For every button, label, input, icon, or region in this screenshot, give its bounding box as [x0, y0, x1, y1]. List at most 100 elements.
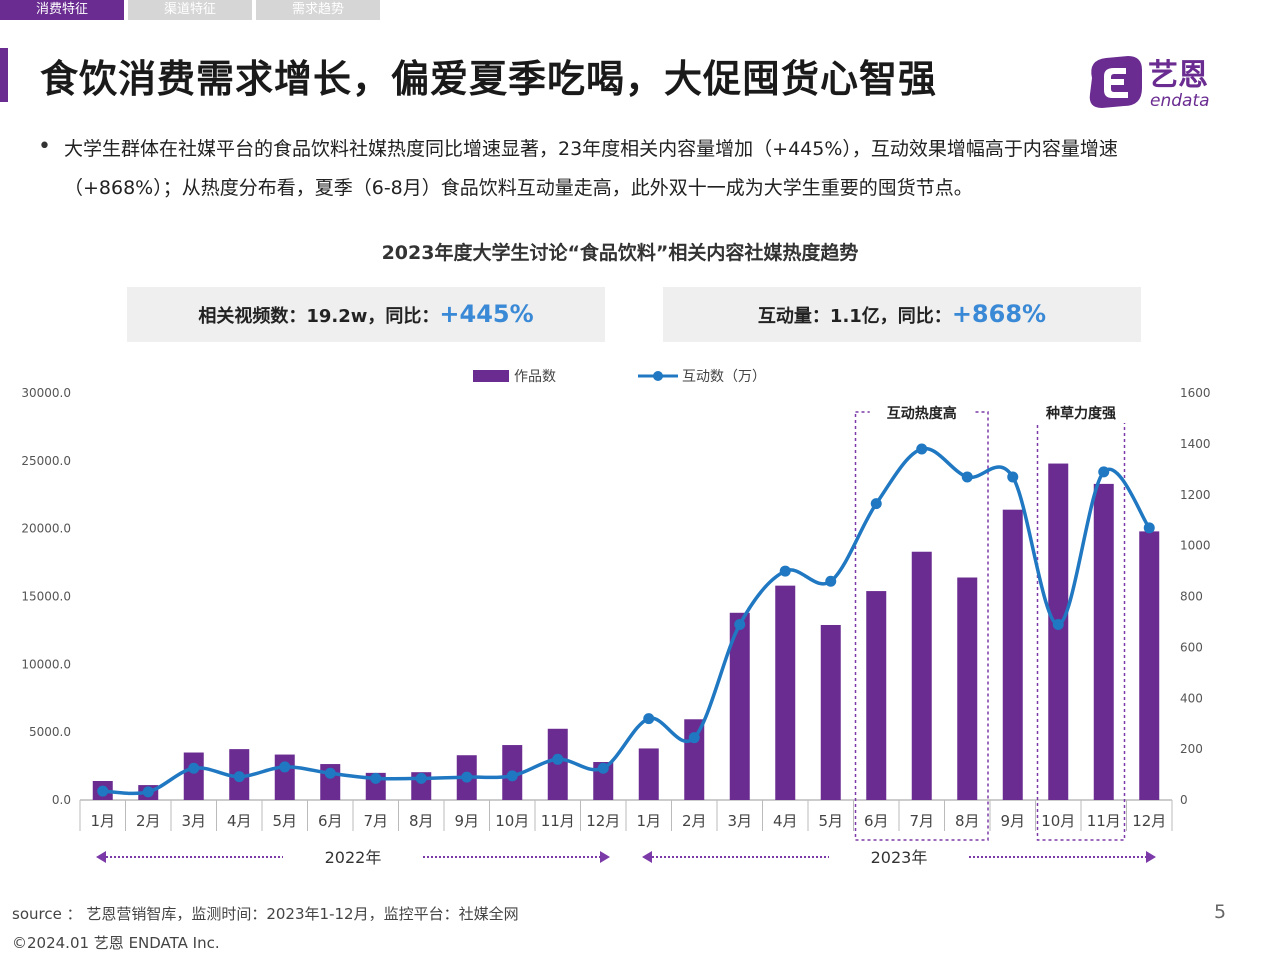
year-arrow-head-left: [642, 851, 652, 863]
interaction-point-5: [279, 761, 291, 773]
bar-19: [911, 551, 932, 800]
interaction-point-1: [97, 785, 109, 797]
interaction-point-23: [1098, 466, 1110, 478]
interaction-point-13: [643, 713, 655, 725]
right-axis-tick: 1200: [1180, 488, 1211, 502]
right-axis-tick: 600: [1180, 640, 1203, 654]
bar-21: [1002, 509, 1023, 800]
tab-consumption[interactable]: 消费特征: [0, 0, 124, 20]
x-tick-label: 2月: [136, 812, 161, 830]
copyright: ©2024.01 艺恩 ENDATA Inc.: [12, 934, 220, 952]
kpi-video-value: +445%: [439, 300, 534, 328]
interaction-point-12: [597, 762, 609, 774]
bar-17: [820, 624, 841, 800]
interaction-point-19: [916, 443, 928, 455]
kpi-video-label: 相关视频数：19.2w，同比：: [198, 306, 440, 327]
bar-18: [866, 591, 887, 800]
kpi-interaction-value: +868%: [951, 300, 1047, 328]
endata-logo: 艺恩 endata: [1089, 56, 1210, 111]
tab-channel[interactable]: 渠道特征: [128, 0, 252, 20]
legend-line-marker: [653, 371, 663, 381]
annotation-label-bg: [1029, 401, 1133, 423]
left-axis-tick: 10000.0: [21, 657, 71, 671]
year-label: 2023年: [871, 848, 928, 867]
right-axis-tick: 1000: [1180, 539, 1211, 553]
kpi-interaction: 互动量：1.1亿，同比：+868%: [663, 287, 1141, 342]
section-tabs: 消费特征 渠道特征 需求趋势: [0, 0, 384, 20]
interaction-point-17: [825, 575, 837, 587]
annotation-label: 互动热度高: [887, 405, 957, 422]
left-axis-tick: 30000.0: [21, 386, 71, 400]
interaction-point-22: [1052, 618, 1064, 630]
right-axis-tick: 1600: [1180, 386, 1211, 400]
right-axis-tick: 800: [1180, 590, 1203, 604]
x-tick-label: 8月: [409, 812, 434, 830]
page-title: 食饮消费需求增长，偏爱夏季吃喝，大促囤货心智强: [40, 57, 938, 101]
x-tick-label: 8月: [955, 812, 980, 830]
x-tick-label: 6月: [864, 812, 889, 830]
bar-12: [593, 762, 614, 800]
interaction-point-21: [1007, 471, 1019, 483]
x-tick-label: 11月: [541, 812, 575, 830]
x-tick-label: 10月: [1041, 812, 1075, 830]
x-tick-label: 12月: [586, 812, 620, 830]
left-axis-tick: 25000.0: [21, 454, 71, 468]
interaction-point-7: [370, 772, 382, 784]
legend-bar-label: 作品数: [514, 369, 556, 385]
combo-chart: 0.0 5000.0 10000.0 15000.0 20000.0 25000.0 300…: [21, 369, 1211, 867]
kpi-interaction-label: 互动量：1.1亿，同比：: [757, 306, 952, 327]
x-tick-label: 4月: [227, 812, 252, 830]
x-tick-label: 12月: [1132, 812, 1166, 830]
bar-5: [274, 754, 295, 800]
interaction-point-9: [461, 771, 473, 783]
kpi-video-count: 相关视频数：19.2w，同比：+445%: [127, 287, 605, 342]
legend-line-label: 互动数（万）: [682, 369, 766, 385]
logo-cn-text: 艺恩: [1148, 58, 1208, 93]
bar-22: [1048, 463, 1069, 800]
x-tick-label: 7月: [363, 812, 388, 830]
right-axis-tick: 400: [1180, 691, 1203, 705]
bar-13: [638, 748, 659, 800]
page-number: 5: [1214, 901, 1227, 923]
left-axis-tick: 15000.0: [21, 590, 71, 604]
bar-16: [775, 585, 796, 800]
x-tick-label: 3月: [181, 812, 206, 830]
annotation-label-bg: [869, 401, 974, 423]
interaction-point-24: [1143, 522, 1155, 534]
x-tick-label: 2月: [682, 812, 707, 830]
year-label: 2022年: [325, 848, 382, 867]
year-arrow-head-right: [600, 851, 610, 863]
bar-24: [1139, 531, 1160, 800]
left-axis-tick: 20000.0: [21, 522, 71, 536]
interaction-point-10: [506, 770, 518, 782]
left-axis-tick: 5000.0: [29, 725, 71, 739]
x-tick-label: 1月: [636, 812, 661, 830]
x-tick-label: 6月: [318, 812, 343, 830]
year-arrow-head-right: [1146, 851, 1156, 863]
chart-title: 2023年度大学生讨论“食品饮料”相关内容社媒热度趋势: [381, 242, 859, 264]
interaction-point-14: [688, 732, 700, 744]
interaction-point-6: [324, 767, 336, 779]
tab-demand[interactable]: 需求趋势: [256, 0, 380, 20]
x-tick-label: 5月: [818, 812, 843, 830]
bar-14: [684, 719, 705, 800]
interaction-point-16: [779, 565, 791, 577]
interaction-line: [102, 446, 1151, 796]
interaction-point-20: [961, 471, 973, 483]
x-tick-label: 7月: [909, 812, 934, 830]
interaction-point-11: [552, 753, 564, 765]
interaction-point-3: [188, 762, 200, 774]
title-accent-bar: [0, 48, 8, 102]
x-tick-label: 10月: [495, 812, 529, 830]
x-tick-label: 11月: [1087, 812, 1121, 830]
interaction-point-4: [233, 771, 245, 783]
x-tick-label: 4月: [773, 812, 798, 830]
annotation-label: 种草力度强: [1045, 405, 1116, 422]
year-arrow-head-left: [96, 851, 106, 863]
x-tick-label: 5月: [272, 812, 297, 830]
summary-bullet: 大学生群体在社媒平台的食品饮料社媒热度同比增速显著，23年度相关内容量增加（+4…: [64, 138, 1118, 199]
interaction-point-2: [142, 786, 154, 798]
right-axis-tick: 1400: [1180, 437, 1211, 451]
x-tick-label: 3月: [727, 812, 752, 830]
right-axis-tick: 0: [1180, 793, 1188, 807]
